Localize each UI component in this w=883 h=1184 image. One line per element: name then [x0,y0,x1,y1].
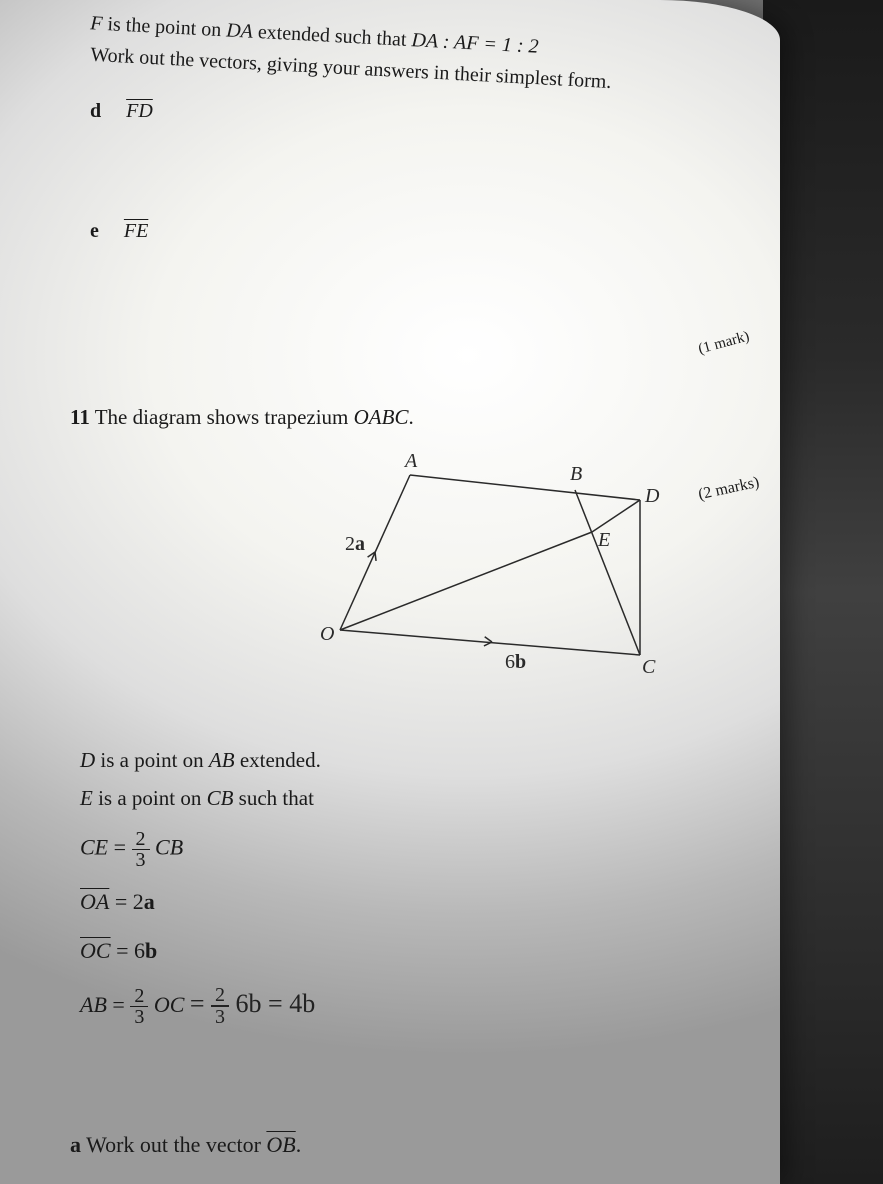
intro-line-2: Work out the vectors, giving your answer… [90,44,710,99]
trapezium-diagram: O A B D E C 2a 6b [310,450,670,680]
definitions-block: D is a point on AB extended. E is a poin… [80,740,321,1041]
part-e-label: e [90,220,99,242]
part-e: e FE [90,220,148,243]
oa-rhs: = 2a [109,889,154,914]
part-a-label: a [70,1132,81,1157]
part-d: d FD [90,100,153,123]
ab-fraction: 23 [130,986,148,1027]
svg-text:D: D [644,485,660,507]
svg-text:B: B [570,463,582,485]
oc-formula: OC = 6b [80,933,321,968]
def-d-seg: AB [209,748,235,772]
def-d-pre: D [80,748,95,772]
intro-ratio: DA : AF = 1 : 2 [411,29,539,58]
hw-den: 3 [211,1007,229,1027]
ce-formula: CE = 23 CB [80,829,321,870]
ce-eq: = [108,835,131,860]
q11-oabc: OABC [354,405,409,429]
ab-formula: AB = 23 OC = 23 6b = 4b [80,983,321,1027]
part-a-end: . [296,1132,302,1157]
hw-eq1: = [190,989,211,1018]
ab-eq: = [107,992,130,1017]
def-e-mid: is a point on [93,786,207,810]
hw-num: 2 [211,985,229,1007]
intro-mid1: is the point on [102,13,227,41]
handwritten-work: = 23 6b = 4b [190,989,315,1018]
svg-text:E: E [597,529,610,551]
question-11: 11 The diagram shows trapezium OABC. [70,405,414,430]
ce-rhs: CB [150,835,184,860]
intro-post1: extended such that [252,21,412,51]
svg-text:O: O [320,623,334,645]
svg-text:C: C [642,656,656,678]
part-d-label: d [90,100,101,122]
marks-2: (2 marks) [697,474,761,504]
q11-number: 11 [70,405,90,429]
def-e-line: E is a point on CB such that [80,782,321,816]
def-e-post: such that [233,786,313,810]
part-e-vector: FE [124,220,148,242]
q11-end: . [408,405,413,429]
ab-lhs: AB [80,992,107,1017]
svg-text:6b: 6b [505,651,526,673]
ce-fraction: 23 [132,829,150,870]
oc-lhs: OC [80,938,111,963]
oa-lhs: OA [80,889,109,914]
ce-den: 3 [132,850,150,870]
marks-1: (1 mark) [697,329,752,359]
part-d-vector: FD [126,100,153,122]
intro-da: DA [226,19,254,42]
q11-text: The diagram shows trapezium [90,405,354,429]
def-d-line: D is a point on AB extended. [80,744,321,778]
def-e-seg: CB [207,786,234,810]
textbook-page: F is the point on DA extended such that … [0,0,780,1184]
hw-eq2: = 4b [262,989,316,1018]
part-a: a Work out the vector OB. [70,1132,301,1158]
svg-text:2a: 2a [345,533,365,555]
ab-num: 2 [130,986,148,1007]
ce-num: 2 [132,829,150,850]
oc-rhs: = 6b [111,938,158,963]
def-d-post: extended. [235,748,321,772]
ab-den: 3 [130,1007,148,1027]
part-a-vector: OB [266,1132,295,1157]
part-a-text: Work out the vector [81,1132,266,1157]
hw-frac: 23 [211,985,229,1027]
background-dark [763,0,883,1184]
ce-lhs: CE [80,835,108,860]
svg-text:A: A [403,450,418,472]
oa-formula: OA = 2a [80,884,321,919]
def-e-pre: E [80,786,93,810]
hw-6b: 6b [229,989,262,1018]
ab-oc: OC [148,992,184,1017]
def-d-mid: is a point on [95,748,209,772]
